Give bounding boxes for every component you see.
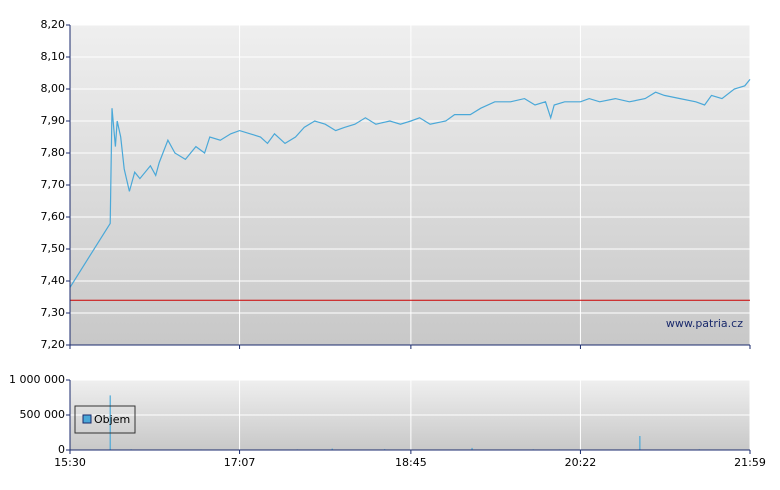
y-tick-label: 1 000 000 (9, 373, 65, 386)
price-line (69, 79, 751, 288)
legend-swatch (82, 414, 92, 424)
y-tick-label: 7,20 (41, 338, 66, 351)
y-tick-label: 8,20 (41, 18, 66, 31)
volume-bar (331, 448, 333, 450)
volume-bar (471, 447, 473, 450)
x-tick-label: 17:07 (224, 456, 256, 469)
y-tick-label: 8,10 (41, 50, 66, 63)
legend-box (74, 405, 136, 434)
y-tick-label: 7,80 (41, 146, 66, 159)
y-tick-label: 8,00 (41, 82, 66, 95)
y-tick-label: 7,60 (41, 210, 66, 223)
watermark: www.patria.cz (666, 317, 743, 330)
x-tick-label: 18:45 (395, 456, 427, 469)
y-tick-label: 0 (58, 443, 65, 456)
x-tick-label: 15:30 (54, 456, 86, 469)
volume-bar (639, 436, 641, 450)
x-tick-label: 20:22 (565, 456, 597, 469)
volume-bar (109, 395, 111, 450)
y-tick-label: 7,90 (41, 114, 66, 127)
y-tick-label: 7,30 (41, 306, 66, 319)
y-tick-label: 7,70 (41, 178, 66, 191)
legend-label: Objem (94, 413, 130, 426)
y-tick-label: 7,50 (41, 242, 66, 255)
x-tick-label: 21:59 (734, 456, 766, 469)
y-tick-label: 500 000 (20, 408, 66, 421)
y-tick-label: 7,40 (41, 274, 66, 287)
